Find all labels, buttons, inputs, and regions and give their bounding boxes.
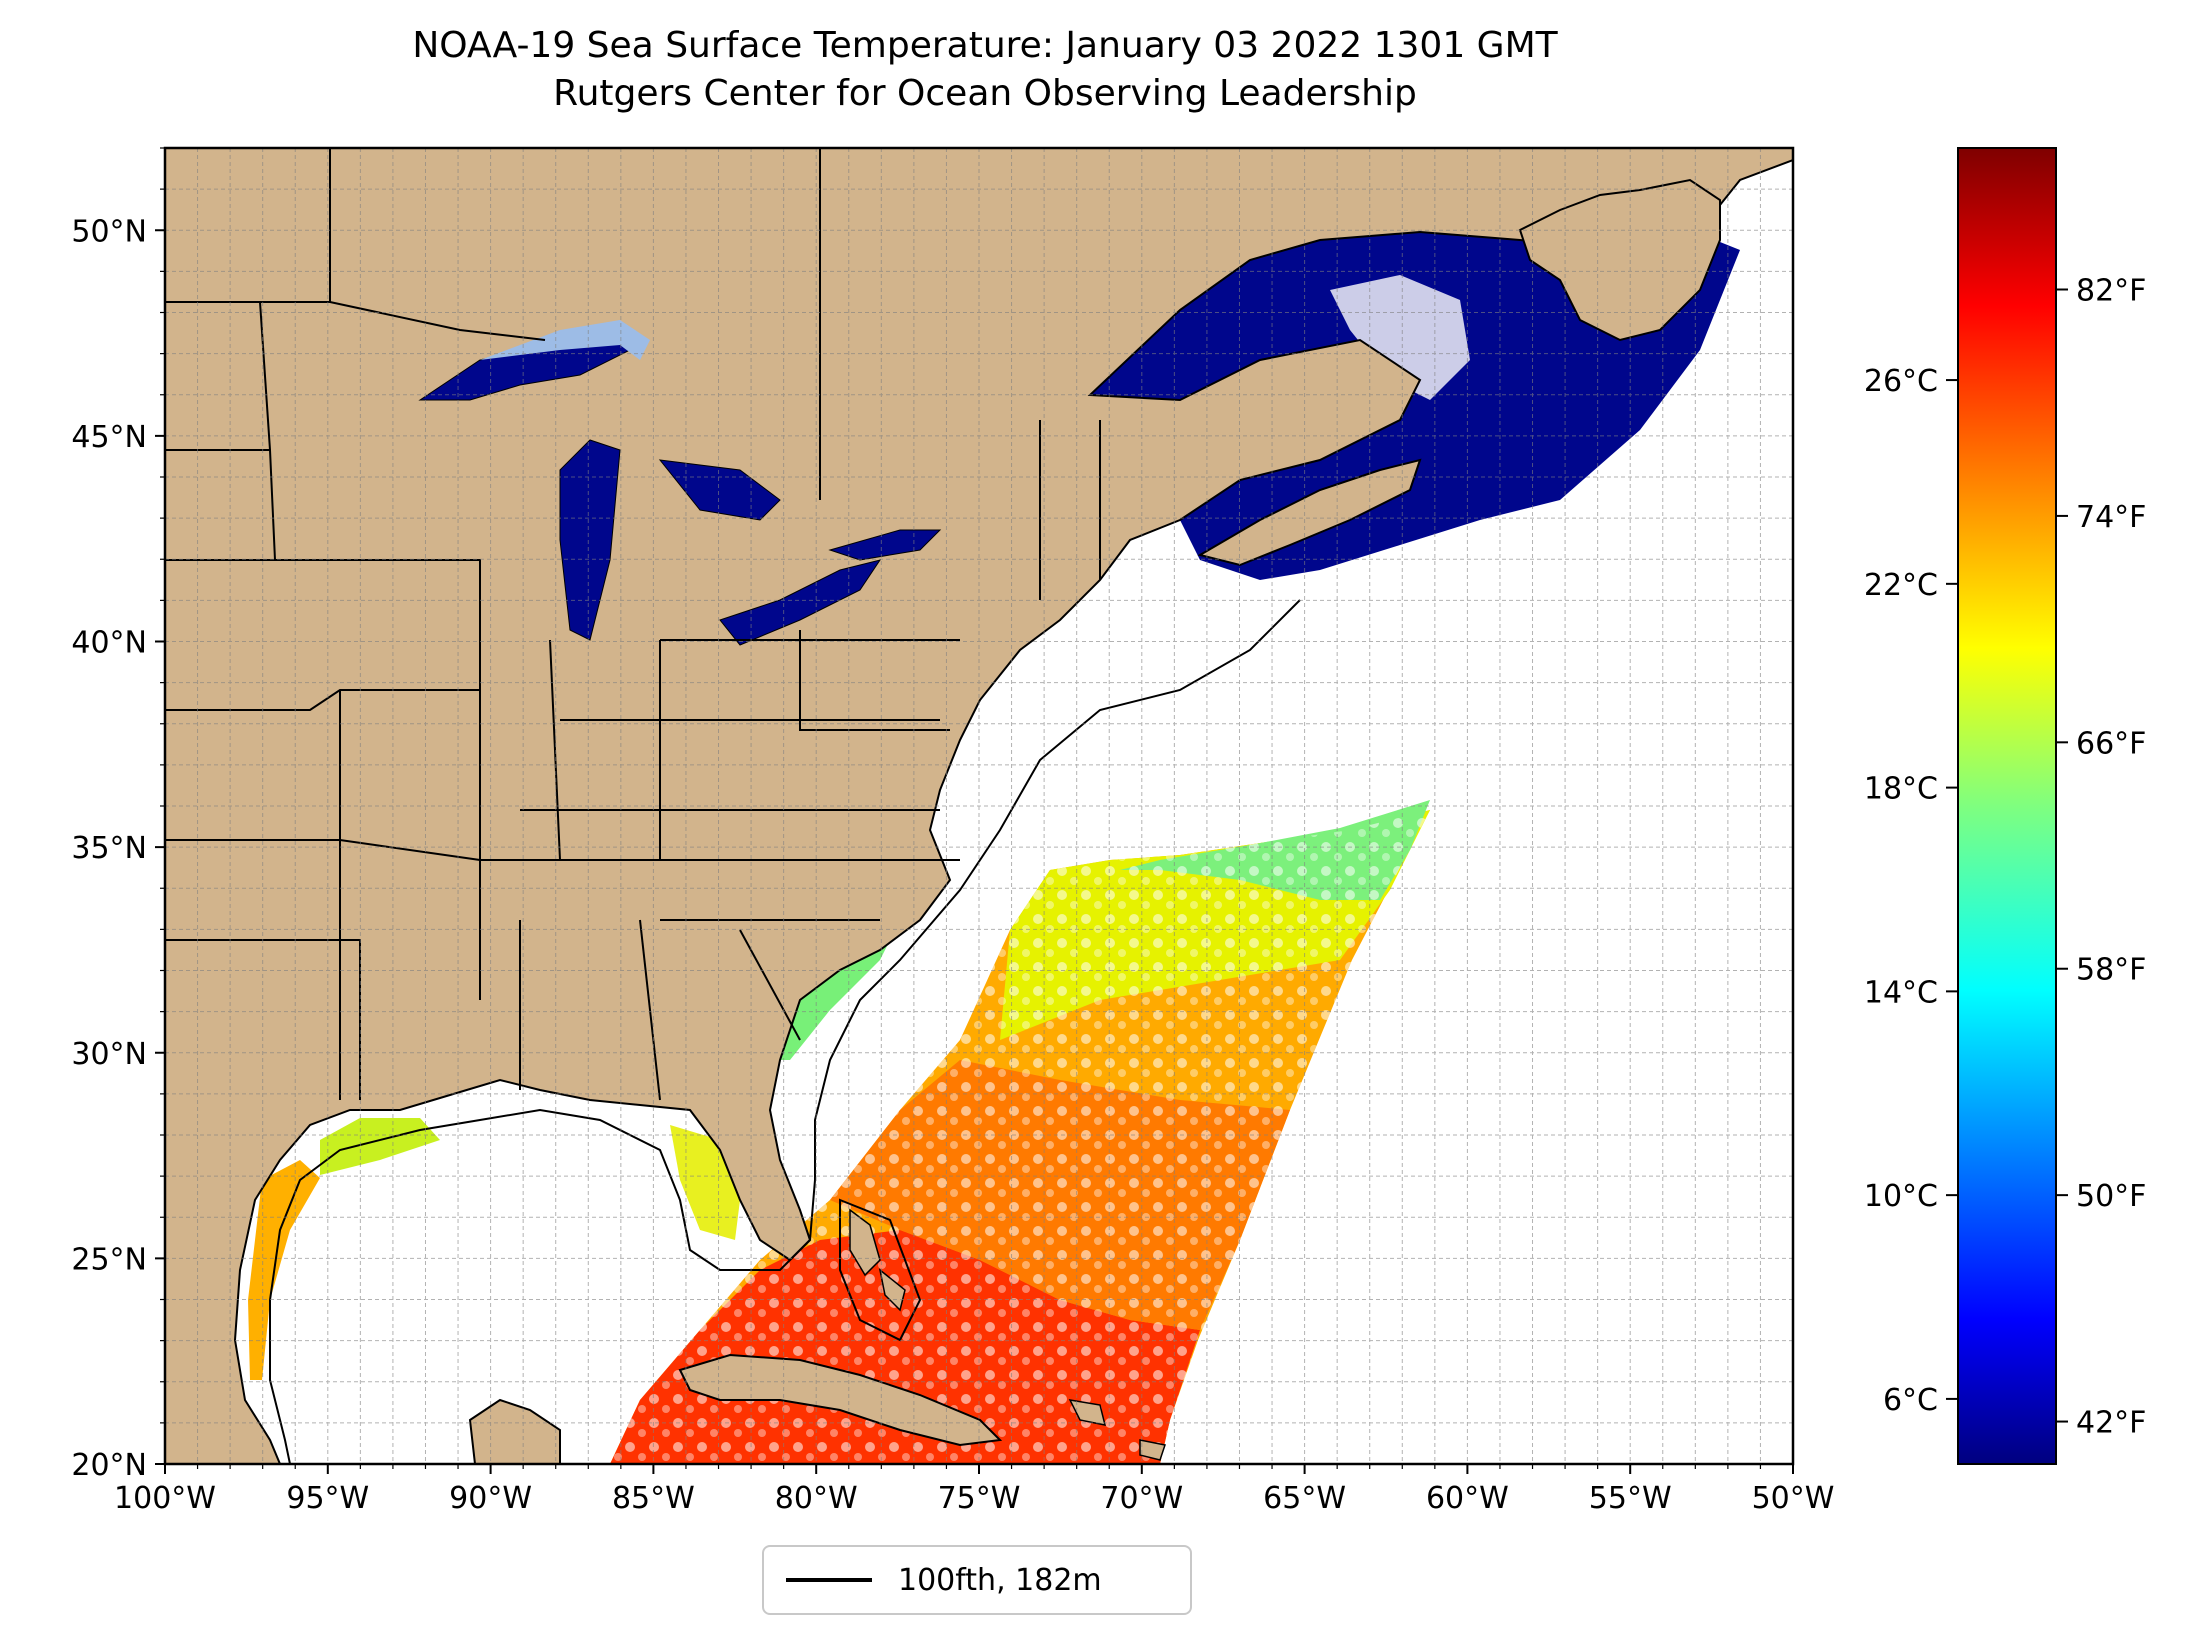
x-tick-label: 65°W [1263, 1481, 1346, 1516]
y-axis: 20°N 25°N 30°N 35°N 40°N 45°N 50°N [71, 147, 165, 1483]
sst-gulf-west [248, 1160, 320, 1380]
x-tick-label: 75°W [938, 1481, 1021, 1516]
x-tick-label: 50°W [1752, 1481, 1835, 1516]
isobath-100fth [269, 599, 1301, 1464]
x-tick-label: 55°W [1589, 1481, 1672, 1516]
y-tick-label: 25°N [71, 1242, 147, 1277]
colorbar [1957, 147, 2057, 1465]
isobath-100fth-bahamas [839, 1198, 922, 1342]
celsius-tick-label: 22°C [1864, 568, 1938, 603]
map-area [165, 148, 1793, 1464]
legend-label: 100fth, 182m [898, 1562, 1102, 1598]
land-newfoundland [1518, 178, 1721, 342]
x-tick-label: 70°W [1100, 1481, 1183, 1516]
map-title: NOAA-19 Sea Surface Temperature: January… [412, 25, 1558, 66]
x-tick-label: 80°W [775, 1481, 858, 1516]
colorbar-fahrenheit-axis: 42°F 50°F 58°F 66°F 74°F 82°F [2056, 274, 2146, 1441]
legend-line-swatch [786, 1578, 872, 1582]
celsius-tick-label: 10°C [1864, 1179, 1938, 1214]
y-tick-label: 20°N [71, 1448, 147, 1483]
celsius-tick-label: 14°C [1864, 975, 1938, 1010]
land-cuba [678, 1353, 1003, 1447]
celsius-tick-label: 26°C [1864, 364, 1938, 399]
lake-superior-light [480, 320, 650, 360]
x-axis: 100°W 95°W 90°W 85°W 80°W 75°W 70°W 65°W 60°W 55°… [114, 1464, 1834, 1516]
gridlines [165, 148, 1793, 1464]
map-subtitle: Rutgers Center for Ocean Observing Leade… [553, 73, 1417, 114]
y-tick-label: 35°N [71, 831, 147, 866]
colorbar-celsius-axis: 6°C 10°C 14°C 18°C 22°C 26°C [1864, 364, 1958, 1418]
x-tick-label: 60°W [1426, 1481, 1509, 1516]
fahrenheit-tick-label: 50°F [2076, 1179, 2146, 1214]
sst-gulf-st-lawrence [1090, 230, 1740, 580]
celsius-tick-label: 6°C [1883, 1383, 1938, 1418]
land-yucatan [468, 1398, 561, 1464]
x-tick-label: 90°W [449, 1481, 532, 1516]
legend: 100fth, 182m [762, 1545, 1192, 1615]
x-tick-label: 100°W [114, 1481, 216, 1516]
y-tick-label: 45°N [71, 420, 147, 455]
celsius-tick-label: 18°C [1864, 772, 1938, 807]
y-tick-label: 40°N [71, 626, 147, 661]
fahrenheit-tick-label: 42°F [2076, 1406, 2146, 1441]
x-tick-label: 95°W [286, 1481, 369, 1516]
land-nova-scotia [1197, 458, 1422, 567]
x-tick-label: 85°W [612, 1481, 695, 1516]
fahrenheit-tick-label: 58°F [2076, 953, 2146, 988]
fahrenheit-tick-label: 66°F [2076, 726, 2146, 761]
y-tick-label: 30°N [71, 1037, 147, 1072]
cloud-gaps [610, 810, 1430, 1464]
y-tick-label: 50°N [71, 214, 147, 249]
land-bahamas [849, 1208, 1166, 1461]
fahrenheit-tick-label: 82°F [2076, 274, 2146, 309]
fahrenheit-tick-label: 74°F [2076, 500, 2146, 535]
